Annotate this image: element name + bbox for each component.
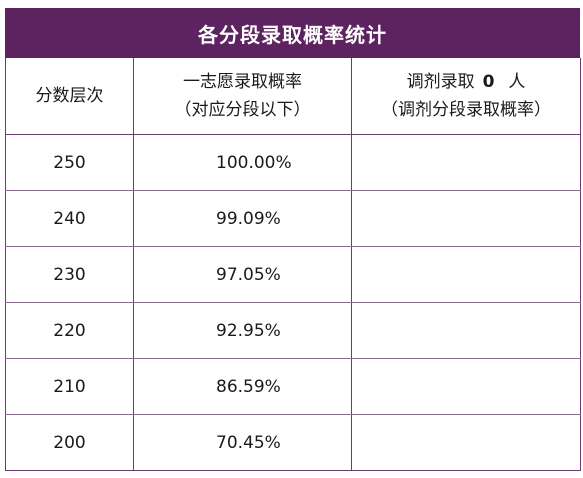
table-row: 210 86.59% [5, 358, 581, 415]
score-cell: 200 [5, 414, 134, 471]
header-score-level: 分数层次 [5, 58, 134, 135]
adjustment-count: 0 [482, 72, 495, 92]
adjust-cell [351, 302, 581, 359]
header-adjustment-prefix: 调剂录取 [406, 72, 475, 92]
table-row: 250 100.00% [5, 134, 581, 191]
adjust-cell [351, 358, 581, 415]
rate-cell: 70.45% [133, 414, 352, 471]
header-row: 分数层次 一志愿录取概率 （对应分段以下） 调剂录取 0 人 （调剂分段录取概率） [5, 58, 581, 135]
rate-cell: 97.05% [133, 246, 352, 303]
table-title: 各分段录取概率统计 [5, 8, 580, 58]
score-cell: 210 [5, 358, 134, 415]
adjust-cell [351, 414, 581, 471]
table-row: 240 99.09% [5, 190, 581, 247]
header-first-choice-rate-line1: 一志愿录取概率 [183, 72, 302, 92]
rate-cell: 100.00% [133, 134, 352, 191]
adjust-cell [351, 134, 581, 191]
score-cell: 220 [5, 302, 134, 359]
adjust-cell [351, 190, 581, 247]
table-row: 230 97.05% [5, 246, 581, 303]
header-adjustment-line2: （调剂分段录取概率） [381, 100, 551, 120]
rate-cell: 86.59% [133, 358, 352, 415]
header-adjustment-line1: 调剂录取 0 人 [352, 68, 580, 96]
score-cell: 250 [5, 134, 134, 191]
table-row: 220 92.95% [5, 302, 581, 359]
adjust-cell [351, 246, 581, 303]
admission-probability-table: 分数层次 一志愿录取概率 （对应分段以下） 调剂录取 0 人 （调剂分段录取概率） … [5, 58, 581, 471]
rate-cell: 99.09% [133, 190, 352, 247]
table-row: 200 70.45% [5, 414, 581, 471]
header-first-choice-rate: 一志愿录取概率 （对应分段以下） [133, 58, 352, 135]
score-cell: 230 [5, 246, 134, 303]
header-first-choice-rate-line2: （对应分段以下） [174, 100, 311, 120]
header-adjustment: 调剂录取 0 人 （调剂分段录取概率） [351, 58, 581, 135]
header-adjustment-suffix: 人 [508, 72, 526, 92]
header-score-level-label: 分数层次 [35, 86, 104, 106]
rate-cell: 92.95% [133, 302, 352, 359]
score-cell: 240 [5, 190, 134, 247]
